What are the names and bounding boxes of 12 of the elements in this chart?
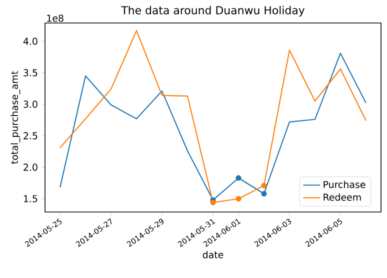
y-tick-label: 3.5 [24, 69, 38, 76]
chart-title: The data around Duanwu Holiday [121, 6, 305, 17]
x-axis-title: date [202, 251, 224, 258]
text: 1e8 [47, 14, 64, 22]
y-tick-label: 1.5 [24, 195, 38, 202]
y-tick-label: 3.0 [24, 100, 38, 108]
y-axis-title: total_purchase_amt [10, 71, 20, 164]
y-tick-label: 2.5 [24, 132, 38, 140]
legend-label: Purchase [324, 180, 366, 188]
legend-label: Redeem [324, 193, 361, 201]
y-tick-label: 2.0 [24, 164, 38, 171]
y-tick-label: 4.0 [23, 38, 38, 45]
